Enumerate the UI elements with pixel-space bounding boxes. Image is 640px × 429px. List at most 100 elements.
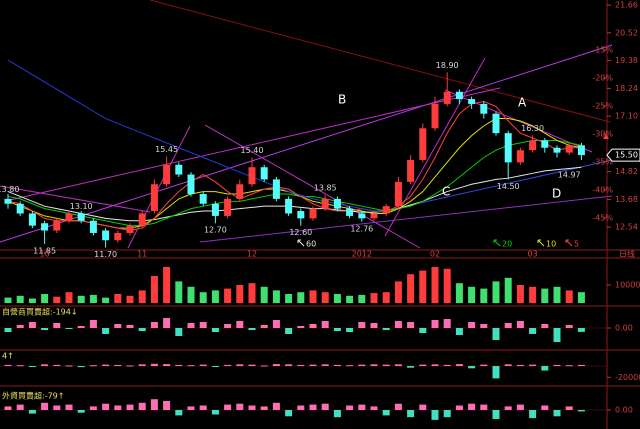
candle-body [455,91,463,100]
indicator-bar [53,405,61,410]
last-price-box [606,148,640,162]
indicator-bar [565,325,573,328]
indicator-bar [370,323,378,328]
legend-label: 60 [306,240,316,249]
indicator-bar [321,364,329,367]
volume-bar [553,286,561,303]
price-label: 15.45 [155,145,178,154]
price-label: 12.70 [204,226,227,235]
indicator-bar [28,410,36,414]
indicator-bar [492,366,500,379]
volume-bar [77,295,85,303]
indicator-bar [419,364,427,367]
indicator-bar [321,403,329,410]
indicator-bar [577,328,585,332]
indicator-bar [89,365,97,367]
indicator-bar [163,401,171,410]
candle-body [297,211,305,219]
indicator-bar [77,366,85,368]
candle-body [504,133,512,163]
volume-bar [236,285,244,303]
indicator-bar [211,366,219,368]
indicator-bar [407,410,415,418]
candle-body [321,198,329,209]
volume-bar [309,290,317,303]
indicator-bar [370,364,378,367]
volume-bar [431,267,439,303]
volume-bar [321,292,329,303]
trend-line [204,124,421,249]
indicator-bar [285,364,293,367]
indicator-bar [28,366,36,368]
indicator-bar [77,326,85,328]
legend-label: 5 [574,240,579,249]
indicator-bar [553,364,561,367]
indicator-bar [102,364,110,367]
indicator-bar [333,410,341,418]
indicator-bar [77,410,85,413]
candle-body [224,198,232,216]
candle-body [89,220,97,233]
indicator-bar [28,322,36,328]
annotation: C [442,185,450,199]
candle-body [114,232,122,241]
indicator-bar [260,365,268,367]
period-label: 日线 [619,249,635,259]
indicator-bar [504,323,512,328]
volume-bar [16,295,24,303]
candle-body [199,194,207,204]
y-tick-label: 18.24 [615,84,638,93]
indicator-bar [577,410,585,412]
volume-bar [211,290,219,303]
candle-body [236,184,244,199]
indicator-bar [297,405,305,410]
legend-arrow [493,239,501,247]
indicator-bar [199,405,207,410]
indicator-bar [394,403,402,410]
legend-arrow [565,239,573,247]
indicator-bar [248,328,256,330]
indicator-bar [272,364,280,367]
candle-body [102,230,110,241]
panel-title: 外資買賣超:-79↑ [2,391,64,401]
annotation: B [338,93,346,107]
indicator-bar [138,402,146,410]
indicator-bar [272,320,280,328]
volume-bar [224,288,232,303]
candle-body [382,206,390,214]
indicator-bar [358,404,366,410]
y-tick-label: -20000 [615,373,640,382]
candle-body [77,213,85,221]
indicator-bar [297,326,305,328]
volume-bar [4,297,12,303]
indicator-bar [53,323,61,328]
trend-line [149,0,611,123]
y-tick-label: 17.10 [615,112,638,121]
volume-bar [455,283,463,303]
indicator-bar [102,403,110,410]
volume-bar [138,290,146,303]
indicator-bar [529,364,537,367]
candle-body [529,140,537,151]
indicator-bar [309,324,317,328]
indicator-bar [163,364,171,367]
volume-bar [297,292,305,303]
indicator-bar [114,405,122,410]
candle-body [431,103,439,129]
indicator-bar [480,364,488,367]
price-label: 16.30 [521,124,544,133]
price-label: 11.70 [94,250,117,259]
indicator-bar [187,406,195,410]
y2-tick-label: -35% [592,157,613,166]
indicator-bar [175,328,183,336]
volume-bar [28,298,36,303]
volume-bar [382,292,390,303]
indicator-bar [455,364,463,367]
indicator-bar [285,410,293,417]
volume-bar [89,294,97,303]
indicator-bar [516,404,524,410]
candle-body [285,198,293,214]
volume-bar [346,295,354,303]
indicator-bar [455,328,463,335]
